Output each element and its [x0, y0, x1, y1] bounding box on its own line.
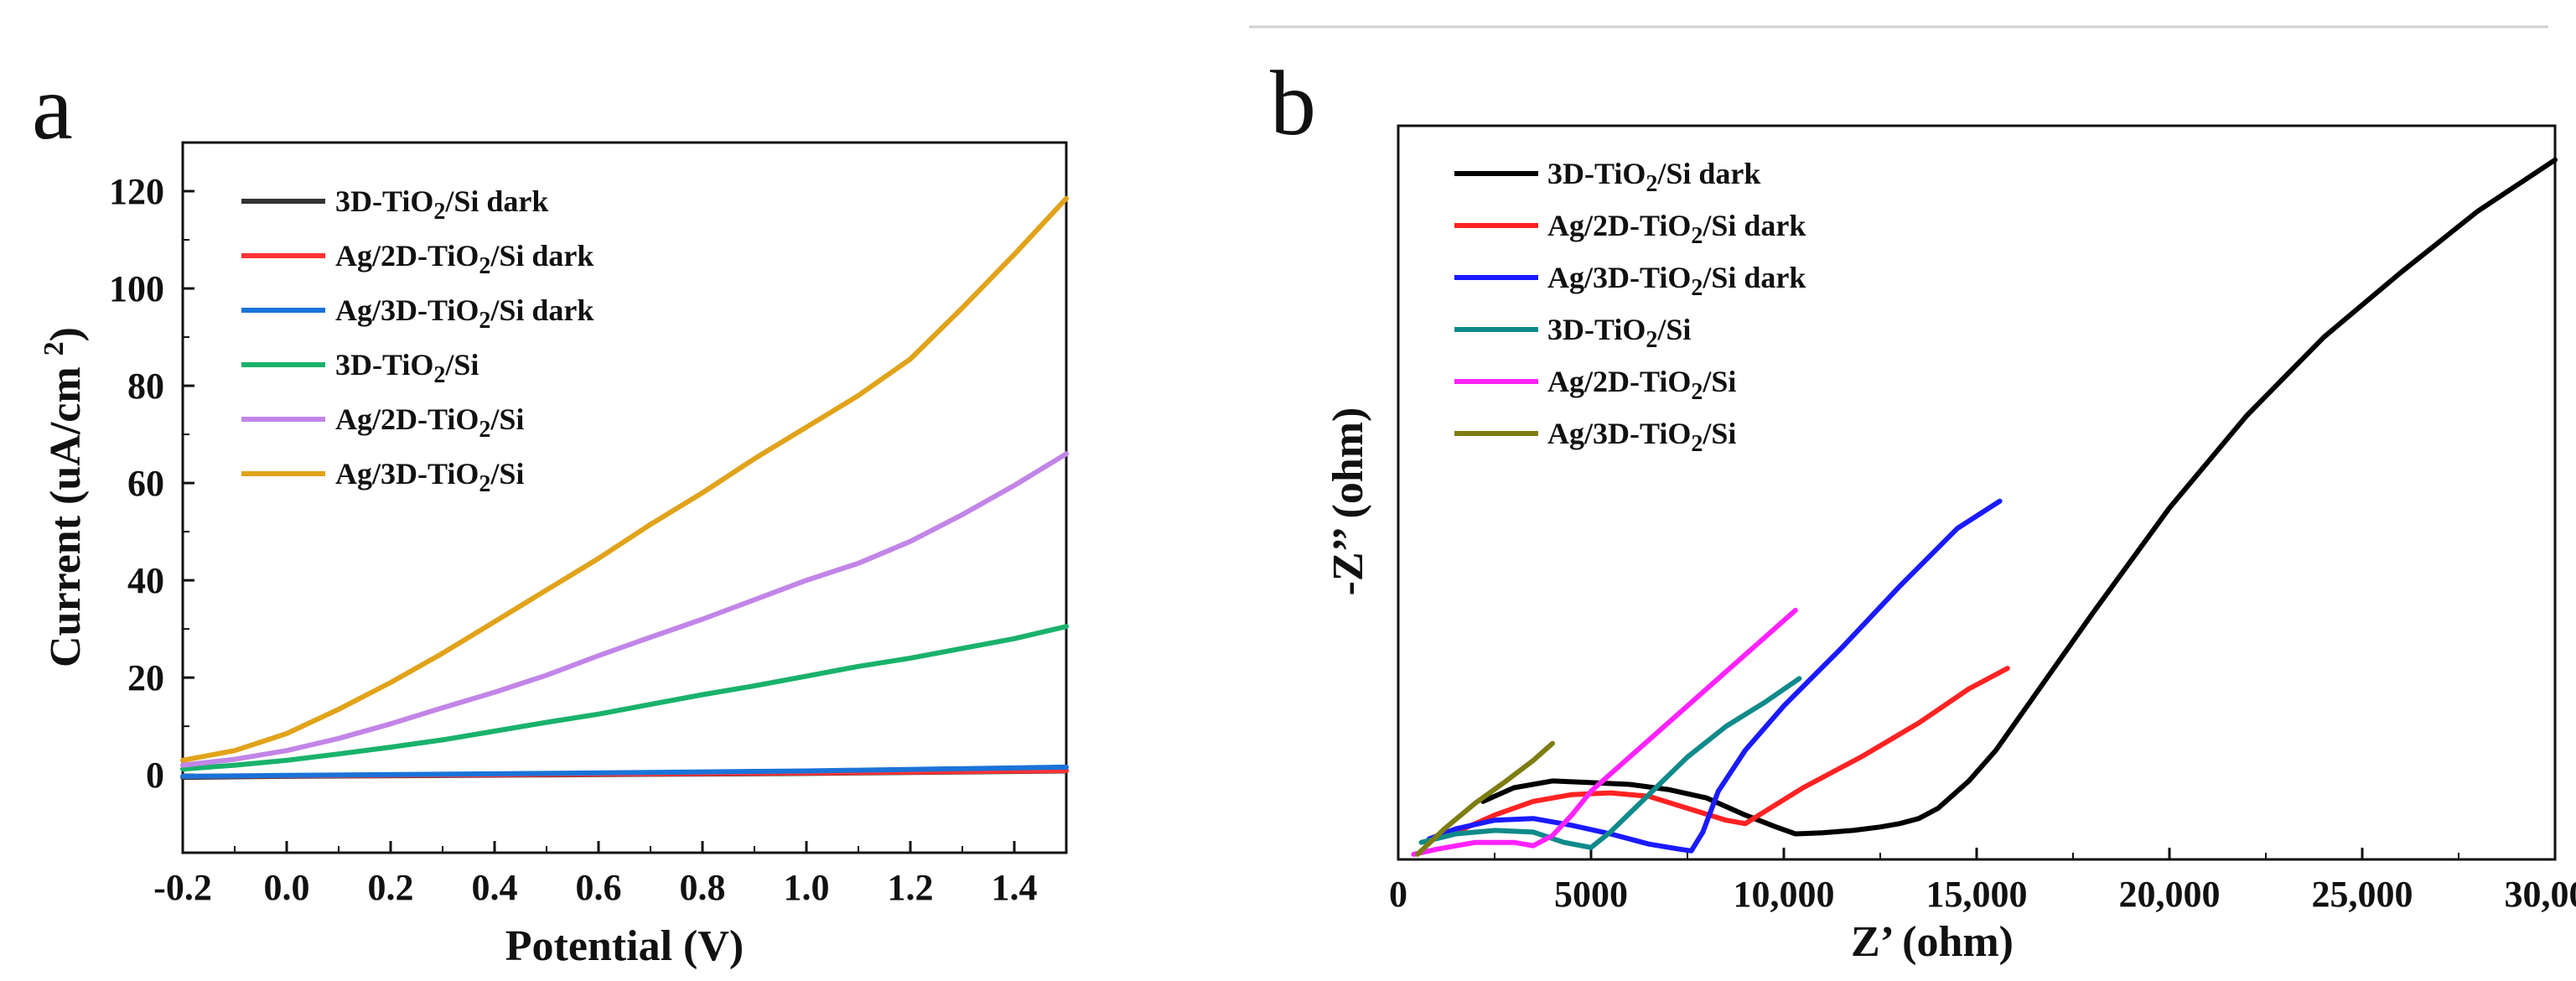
panel-b-label: b [1270, 52, 1316, 154]
panel-b-x-tick-label: 20,000 [2119, 874, 2221, 915]
panel-a-y-axis-label-text: Current (uA/cm [42, 366, 90, 667]
panel-a-y-tick-label: 20 [127, 657, 164, 698]
panel-a-series [180, 195, 1069, 781]
panel-b-legend-label: Ag/3D-TiO2/Si dark [1547, 261, 1806, 301]
panel-b-x-tick-label: 0 [1389, 874, 1407, 915]
panel-a-y-ticks: 0 20 40 60 80 100 120 [109, 171, 194, 796]
panel-a-x-tick-label: 0.6 [576, 867, 622, 908]
panel-b-x-tick-label: 30,000 [2505, 874, 2576, 915]
panel-b-legend-label: Ag/3D-TiO2/Si [1547, 417, 1736, 457]
panel-b-series-line-1 [1480, 157, 2558, 837]
panel-b-series-line-3 [1426, 498, 2003, 854]
panel-a-series-line-5 [180, 451, 1069, 768]
panel-b-x-tick-label: 5000 [1554, 874, 1628, 915]
panel-a-y-tick-label: 40 [127, 560, 164, 601]
panel-a-legend-label: 3D-TiO2/Si [335, 348, 479, 388]
panel-b-series [1411, 157, 2558, 857]
panel-a-x-tick-label: 0.8 [680, 867, 726, 908]
panel-a-y-axis-label: Current (uA/cm 2) [39, 327, 90, 667]
panel-a-y-tick-label: 120 [109, 171, 164, 212]
panel-a-label: a [32, 56, 73, 158]
panel-a: a -0.2 0.0 0.2 0.4 0.6 0.8 1.0 1.2 1.4 0 20 40 60 80… [32, 56, 1069, 970]
panel-a-legend-label: Ag/2D-TiO2/Si [335, 402, 524, 443]
panel-a-gridless-axes [181, 141, 1068, 854]
panel-a-x-tick-label: 0.0 [264, 867, 310, 908]
panel-a-x-tick-label: 1.2 [888, 867, 934, 908]
panel-b: b 0 5000 10,000 15,000 20,000 25,000 30,000 3D… [1270, 52, 2576, 966]
panel-a-series-line-6 [180, 195, 1069, 763]
panel-b-x-tick-label: 25,000 [2312, 874, 2413, 915]
panel-b-series-line-2 [1454, 666, 2010, 835]
panel-a-x-tick-label: -0.2 [153, 867, 212, 908]
panel-a-y-tick-label: 100 [109, 268, 164, 309]
panel-b-legend-label: Ag/2D-TiO2/Si dark [1547, 209, 1806, 249]
panel-a-frame [181, 141, 1068, 854]
panel-a-legend-label: 3D-TiO2/Si dark [335, 184, 548, 225]
panel-a-x-tick-label: 1.4 [992, 867, 1038, 908]
panel-a-series-line-3 [180, 764, 1069, 779]
panel-b-legend: 3D-TiO2/Si dark Ag/2D-TiO2/Si dark Ag/3D-T… [1454, 157, 1806, 457]
panel-a-series-line-4 [180, 624, 1069, 772]
panel-a-legend-label: Ag/3D-TiO2/Si dark [335, 293, 593, 334]
panel-a-legend-label: Ag/3D-TiO2/Si [335, 457, 524, 497]
panel-a-x-ticks: -0.2 0.0 0.2 0.4 0.6 0.8 1.0 1.2 1.4 [153, 841, 1067, 908]
panel-b-series-line-6 [1415, 740, 1555, 857]
panel-b-series-line-4 [1418, 676, 1802, 850]
panel-b-y-axis-label: -Z’’ (ohm) [1324, 407, 1372, 596]
panel-b-x-axis-label: Z’ (ohm) [1851, 918, 2014, 966]
panel-b-x-ticks: 0 5000 10,000 15,000 20,000 25,000 30,000 [1389, 848, 2576, 915]
panel-b-series-line-5 [1411, 607, 1798, 857]
panel-a-x-tick-label: 0.4 [472, 867, 518, 908]
panel-a-x-axis-label: Potential (V) [505, 922, 744, 970]
panel-b-legend-label: Ag/2D-TiO2/Si [1547, 365, 1736, 405]
panel-a-x-tick-label: 0.2 [368, 867, 414, 908]
panel-a-legend: 3D-TiO2/Si dark Ag/2D-TiO2/Si dark Ag/3D-T… [241, 184, 593, 497]
panel-a-x-tick-label: 1.0 [784, 867, 830, 908]
panel-b-legend-label: 3D-TiO2/Si dark [1547, 157, 1760, 197]
panel-b-x-tick-label: 10,000 [1734, 874, 1835, 915]
panel-a-y-tick-label: 60 [127, 463, 164, 504]
panel-b-legend-label: 3D-TiO2/Si [1547, 313, 1691, 353]
panel-a-y-tick-label: 0 [146, 755, 164, 796]
panel-a-y-tick-label: 80 [127, 366, 164, 407]
panel-b-x-tick-label: 15,000 [1926, 874, 2028, 915]
panel-a-legend-label: Ag/2D-TiO2/Si dark [335, 239, 593, 279]
